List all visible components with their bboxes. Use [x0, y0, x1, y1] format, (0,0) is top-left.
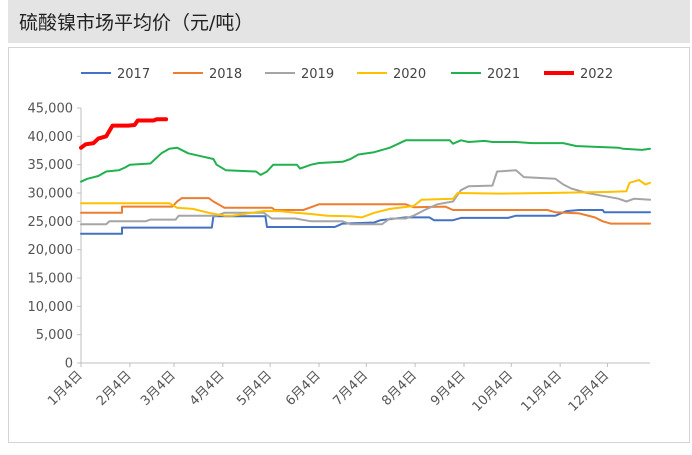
x-tick-label: 12月4日 [566, 368, 613, 415]
x-tick-label: 1月4日 [45, 368, 86, 409]
series-line-2022 [79, 117, 169, 150]
y-tick-label: 0 [65, 357, 73, 372]
y-tick-label: 35,000 [28, 158, 74, 173]
x-tick-label: 9月4日 [428, 368, 469, 409]
y-tick-label: 10,000 [28, 300, 74, 315]
series-line-2019 [80, 169, 651, 226]
series-line-2018 [80, 197, 651, 225]
legend-label-2020: 2020 [393, 67, 426, 82]
legend-label-2018: 2018 [209, 67, 242, 82]
legend-label-2019: 2019 [301, 67, 334, 82]
y-tick-label: 45,000 [28, 102, 74, 117]
x-tick-label: 8月4日 [379, 368, 420, 409]
y-tick-label: 40,000 [28, 130, 74, 145]
legend-label-2022: 2022 [580, 67, 613, 82]
series-line-2020 [80, 179, 651, 219]
y-tick-label: 15,000 [28, 272, 74, 287]
x-tick-label: 6月4日 [283, 368, 324, 409]
series-line-2021 [80, 139, 651, 183]
x-tick-label: 11月4日 [518, 368, 565, 415]
y-tick-label: 20,000 [28, 243, 74, 258]
chart-title-bar: 硫酸镍市场平均价（元/吨） [8, 0, 690, 43]
series-line-2017 [80, 209, 651, 235]
legend-label-2017: 2017 [117, 67, 150, 82]
x-tick-label: 5月4日 [234, 368, 275, 409]
x-tick-label: 4月4日 [187, 368, 228, 409]
legend-label-2021: 2021 [487, 67, 520, 82]
x-tick-label: 3月4日 [138, 368, 179, 409]
chart-frame: 0 5,000 10,000 15,000 20,000 25,000 30,000 35,0… [8, 47, 690, 443]
line-chart: 0 5,000 10,000 15,000 20,000 25,000 30,000 35,0… [28, 67, 651, 415]
y-tick-label: 25,000 [28, 215, 74, 230]
x-tick-label: 2月4日 [94, 368, 135, 409]
y-tick-label: 5,000 [36, 328, 73, 343]
y-tick-label: 30,000 [28, 187, 74, 202]
x-tick-label: 10月4日 [470, 368, 517, 415]
chart-title: 硫酸镍市场平均价（元/吨） [19, 12, 254, 34]
x-tick-label: 7月4日 [330, 368, 371, 409]
